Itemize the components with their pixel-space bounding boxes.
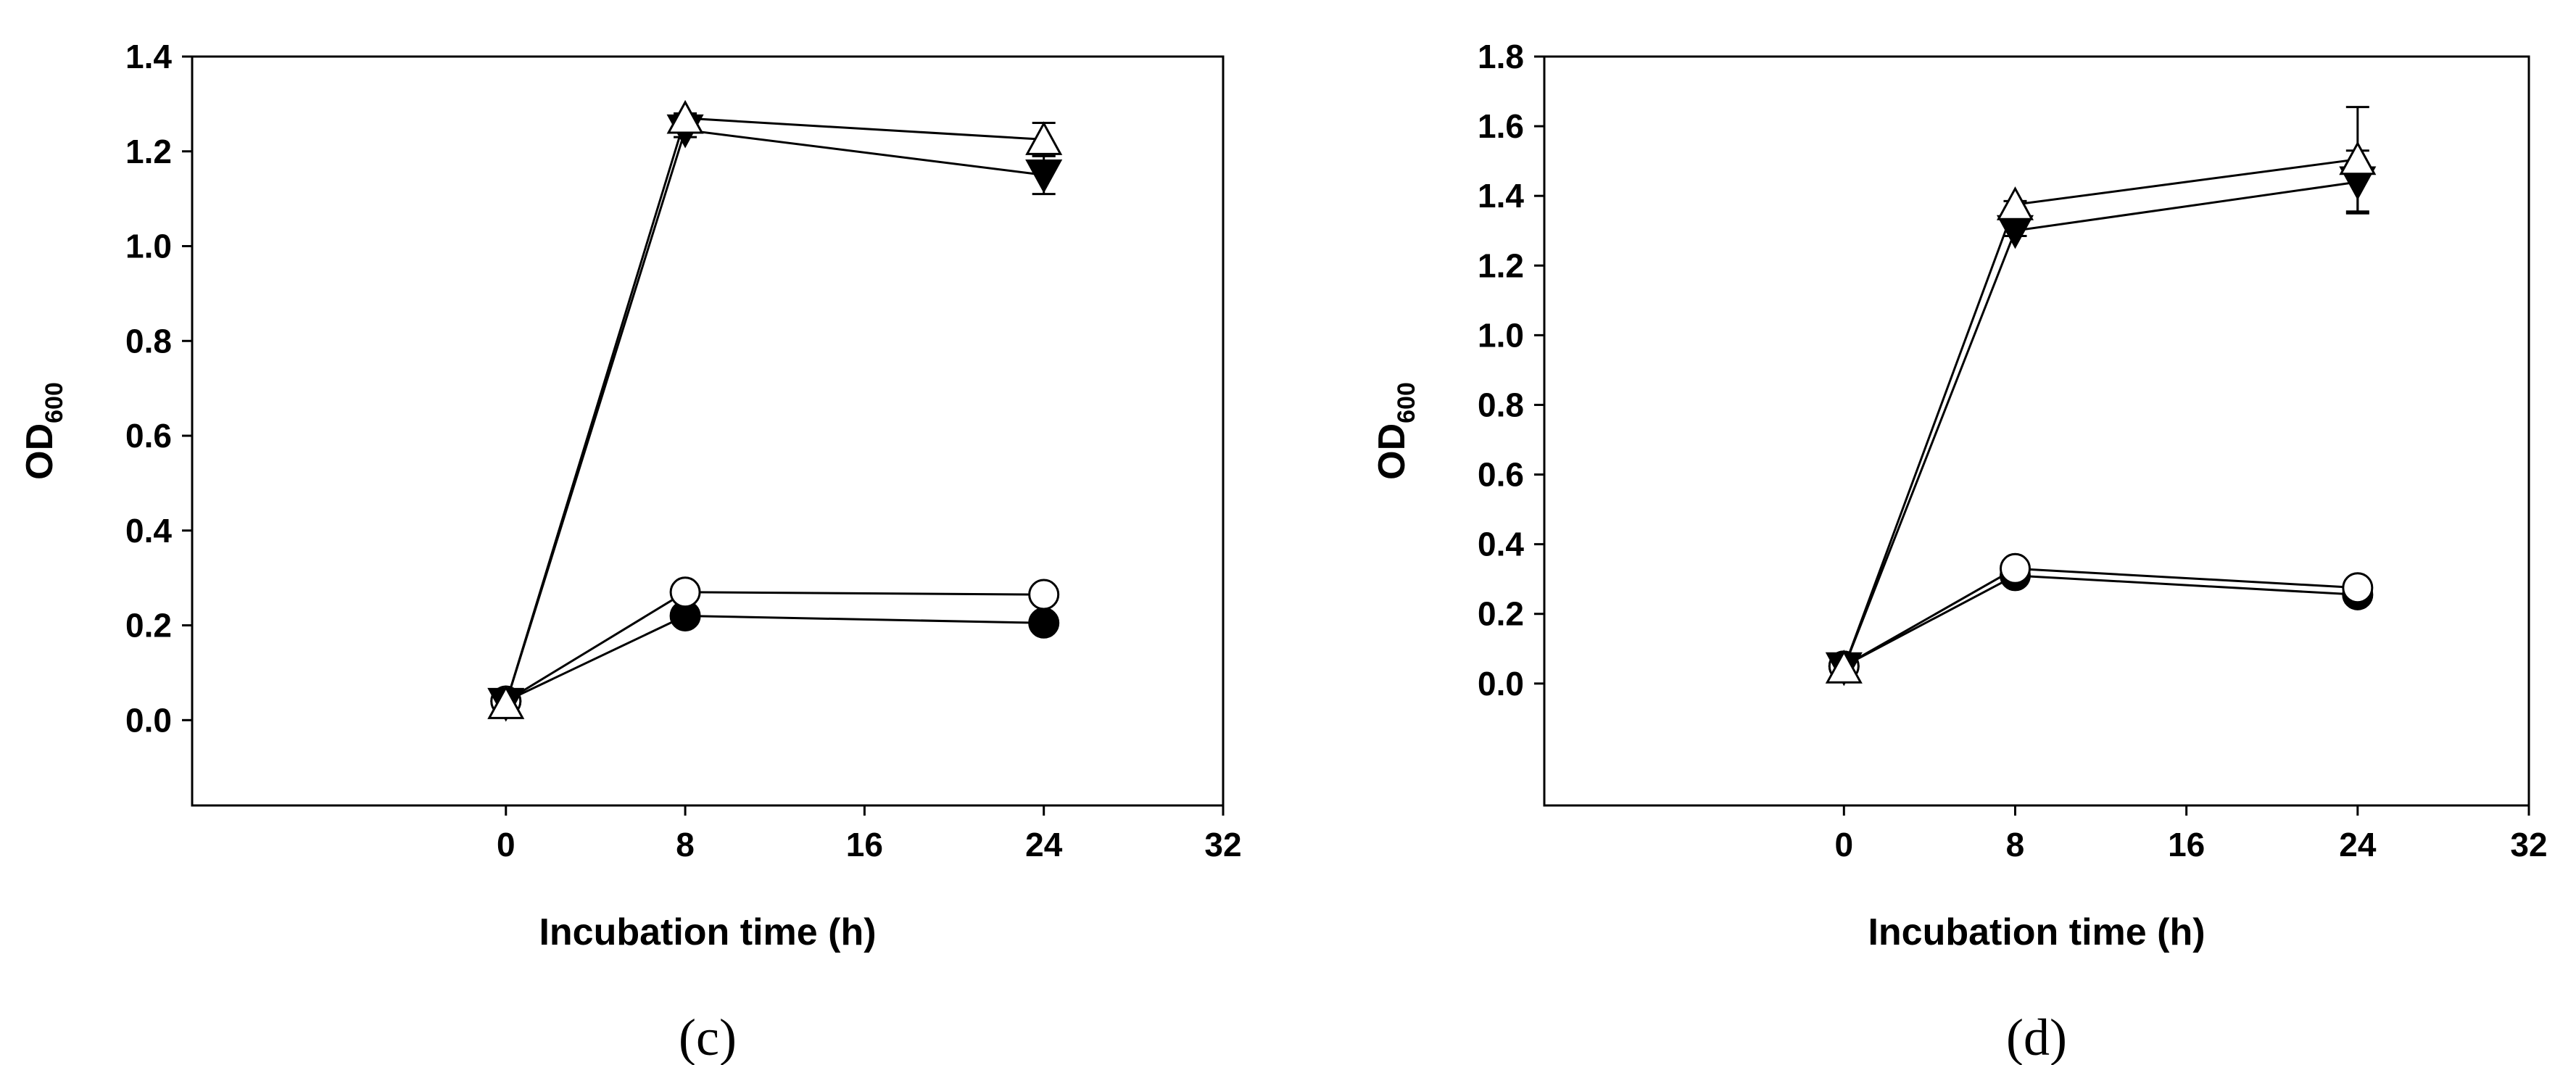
- y-axis-label-main: OD: [1371, 423, 1413, 480]
- series-line: [1842, 181, 2358, 668]
- x-tick-label: 8: [2006, 826, 2025, 863]
- y-axis-label: OD600: [19, 382, 68, 480]
- panel-label: (d): [2006, 1008, 2067, 1065]
- y-tick-labels: 0.0 0.2 0.4 0.6 0.8 1.0 1.2 1.4 1.6 1.8: [1478, 38, 1524, 703]
- x-tick-label: 16: [2168, 826, 2205, 863]
- axis-ticks: [182, 55, 1225, 816]
- y-tick-label: 0.2: [1478, 595, 1524, 633]
- axis-ticks: [1534, 55, 2530, 816]
- series-line: [1843, 574, 2358, 668]
- data-point: [2339, 141, 2377, 175]
- x-tick-label: 32: [2510, 826, 2547, 863]
- y-tick-label: 1.6: [1478, 107, 1524, 145]
- x-tick-label: 16: [846, 826, 883, 863]
- data-point: [1996, 186, 2034, 220]
- data-point: [1025, 121, 1063, 155]
- data-point: [1028, 579, 1060, 610]
- y-tick-label: 0.8: [1478, 386, 1524, 423]
- plot-frame: [1543, 55, 2530, 807]
- data-point: [487, 685, 525, 719]
- y-tick-label: 1.2: [1478, 246, 1524, 284]
- plot-frame: [191, 55, 1225, 807]
- x-tick-label: 8: [676, 826, 695, 863]
- data-point: [1996, 215, 2034, 249]
- series-line: [505, 117, 1044, 704]
- data-point: [1825, 650, 1863, 684]
- y-tick-label: 1.8: [1478, 38, 1524, 75]
- series-layer: [487, 99, 1063, 722]
- panel-label: (c): [679, 1008, 737, 1065]
- y-tick-label: 0.8: [125, 322, 172, 360]
- x-tick-label: 0: [497, 826, 515, 863]
- data-point: [1028, 607, 1060, 639]
- x-tick-labels: 0 8 16 24 32: [497, 826, 1242, 863]
- x-tick-label: 24: [1025, 826, 1063, 863]
- y-tick-label: 0.2: [125, 607, 172, 645]
- data-point: [1999, 552, 2031, 584]
- x-tick-label: 32: [1204, 826, 1241, 863]
- series-line: [1842, 158, 2358, 668]
- data-point: [666, 99, 704, 134]
- y-tick-label: 0.4: [1478, 526, 1524, 563]
- chart-panel-d: 0 8 16 24 32 0.00.20.40.60.81.01.21.41.61.8 …: [1371, 38, 2548, 1065]
- y-tick-label: 0.0: [125, 701, 172, 739]
- x-tick-label: 0: [1835, 826, 1854, 863]
- data-point: [2342, 572, 2374, 604]
- y-tick-labels: 0.0 0.2 0.4 0.6 0.8 1.0 1.2 1.4: [125, 38, 172, 739]
- x-axis-label: Incubation time (h): [1868, 911, 2205, 953]
- series-line: [505, 591, 1044, 703]
- y-tick-label: 1.4: [125, 38, 172, 75]
- y-axis-label-subscript: 600: [41, 382, 68, 423]
- data-point: [1025, 159, 1063, 194]
- x-axis-label: Incubation time (h): [539, 911, 876, 953]
- y-tick-label: 0.4: [125, 512, 172, 550]
- chart-panel-c: 0 8 16 24 32 0.0 0.2 0.4 0.6 0.8 1.0 1.2 1.4 Incuba…: [19, 38, 1242, 1065]
- y-tick-label: 1.4: [1478, 177, 1524, 215]
- series-line: [505, 614, 1044, 703]
- x-tick-label: 24: [2339, 826, 2377, 863]
- y-axis-label-main: OD: [19, 423, 61, 480]
- y-tick-label: 0.0: [1478, 665, 1524, 703]
- y-tick-label: 1.0: [125, 228, 172, 265]
- series-line: [1843, 567, 2358, 668]
- data-point: [669, 576, 701, 608]
- x-tick-labels: 0 8 16 24 32: [1835, 826, 2548, 863]
- y-tick-label: 0.6: [1478, 456, 1524, 494]
- y-tick-label: 0.6: [125, 417, 172, 455]
- y-tick-label: 1.0: [1478, 316, 1524, 354]
- y-tick-label: 1.2: [125, 133, 172, 170]
- series-layer: [1825, 106, 2377, 687]
- y-axis-label: OD600: [1371, 382, 1420, 480]
- y-axis-label-subscript: 600: [1393, 382, 1420, 423]
